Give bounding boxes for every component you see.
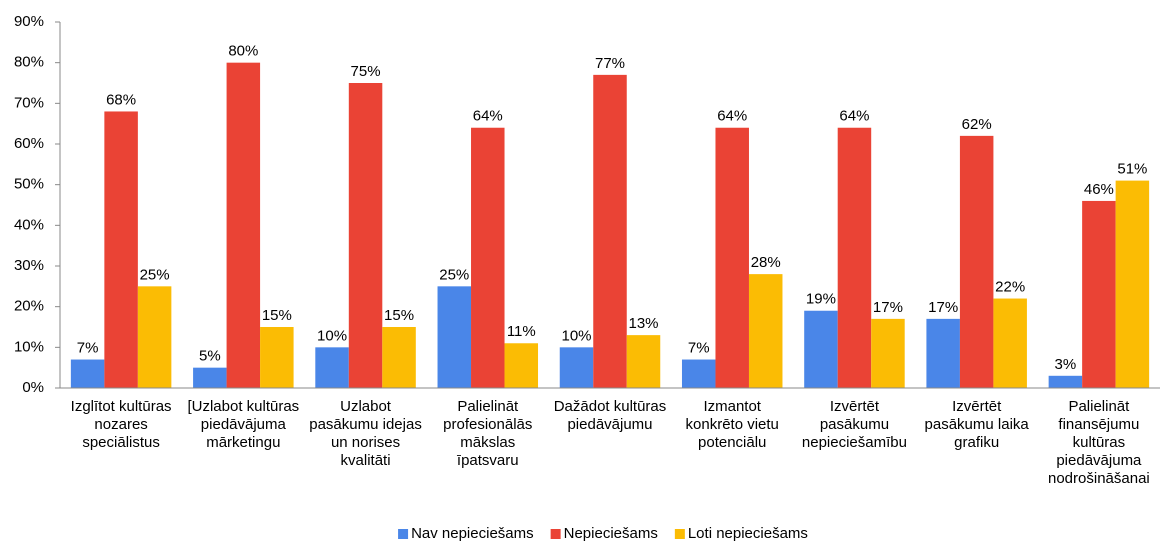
x-tick-label: Uzlabot pasākumu idejas un norises kvali… (309, 398, 422, 469)
bar (837, 127, 872, 388)
value-label: 17% (928, 299, 958, 316)
value-label: 75% (351, 63, 381, 80)
bar (504, 343, 539, 388)
x-tick-label: Palielināt finansējumu kultūras piedāvāj… (1048, 398, 1150, 487)
value-label: 64% (473, 108, 503, 125)
value-label: 80% (228, 43, 258, 60)
value-label: 62% (962, 116, 992, 133)
y-tick-label: 60% (14, 135, 44, 152)
bar (348, 83, 383, 388)
bar (382, 327, 416, 388)
legend-label: Nav nepieciešams (411, 525, 534, 542)
bar (959, 135, 994, 388)
bar (437, 286, 472, 388)
value-label: 10% (317, 327, 347, 344)
bar (993, 298, 1027, 388)
value-label: 64% (839, 108, 869, 125)
value-label: 51% (1117, 161, 1147, 178)
bar (193, 367, 227, 388)
value-label: 5% (199, 348, 221, 365)
y-tick-label: 30% (14, 257, 44, 274)
y-tick-label: 80% (14, 54, 44, 71)
y-tick-label: 10% (14, 338, 44, 355)
bar (471, 127, 505, 388)
bar (315, 347, 349, 388)
value-label: 64% (717, 108, 747, 125)
x-tick-label: Izvērtēt pasākumu laika grafiku (924, 398, 1029, 451)
value-label: 25% (140, 266, 170, 283)
bar (104, 111, 138, 388)
legend-label: Loti nepieciešams (688, 525, 808, 542)
value-label: 13% (628, 315, 658, 332)
bar (593, 74, 627, 388)
x-tick-label: Dažādot kultūras piedāvājumu (553, 398, 667, 433)
value-label: 10% (561, 327, 591, 344)
y-tick-label: 0% (22, 379, 44, 396)
bar (715, 127, 749, 388)
y-tick-label: 70% (14, 94, 44, 111)
value-label: 77% (595, 55, 625, 72)
bar (804, 310, 838, 388)
value-label: 28% (751, 254, 781, 271)
x-tick-label: Palielināt profesionālās mākslas īpatsva… (443, 398, 533, 469)
y-tick-label: 50% (14, 176, 44, 193)
value-label: 25% (439, 266, 469, 283)
value-label: 68% (106, 91, 136, 108)
y-tick-label: 90% (14, 13, 44, 30)
bar (681, 359, 716, 388)
bar (748, 274, 783, 388)
value-label: 22% (995, 279, 1025, 296)
legend-label: Nepieciešams (564, 525, 658, 542)
bar (626, 335, 661, 388)
bar (1048, 375, 1083, 388)
bar (137, 286, 172, 388)
bar (926, 318, 960, 388)
legend-swatch (398, 529, 409, 539)
value-label: 19% (806, 291, 836, 308)
value-label: 3% (1055, 356, 1077, 373)
bar (871, 318, 905, 388)
legend-swatch (550, 529, 561, 539)
value-label: 7% (688, 340, 710, 357)
bar (70, 359, 105, 388)
value-label: 11% (507, 323, 536, 340)
legend-swatch (674, 529, 685, 539)
bar (559, 347, 594, 388)
value-label: 17% (873, 299, 903, 316)
value-label: 15% (384, 307, 414, 324)
x-tick-label: [Uzlabot kultūras piedāvājuma mārketingu (187, 398, 300, 451)
y-tick-label: 40% (14, 216, 44, 233)
bar (226, 62, 261, 389)
bar (1082, 200, 1116, 388)
y-tick-label: 20% (14, 298, 44, 315)
bar (260, 327, 294, 388)
x-tick-label: Izmantot konkrēto vietu potenciālu (685, 398, 779, 451)
x-tick-label: Izglītot kultūras nozares speciālistus (70, 398, 172, 451)
bar (1115, 180, 1150, 388)
value-label: 15% (262, 307, 292, 324)
value-label: 7% (77, 340, 99, 357)
x-tick-label: Izvērtēt pasākumu nepieciešamību (801, 398, 907, 451)
value-label: 46% (1084, 181, 1114, 198)
